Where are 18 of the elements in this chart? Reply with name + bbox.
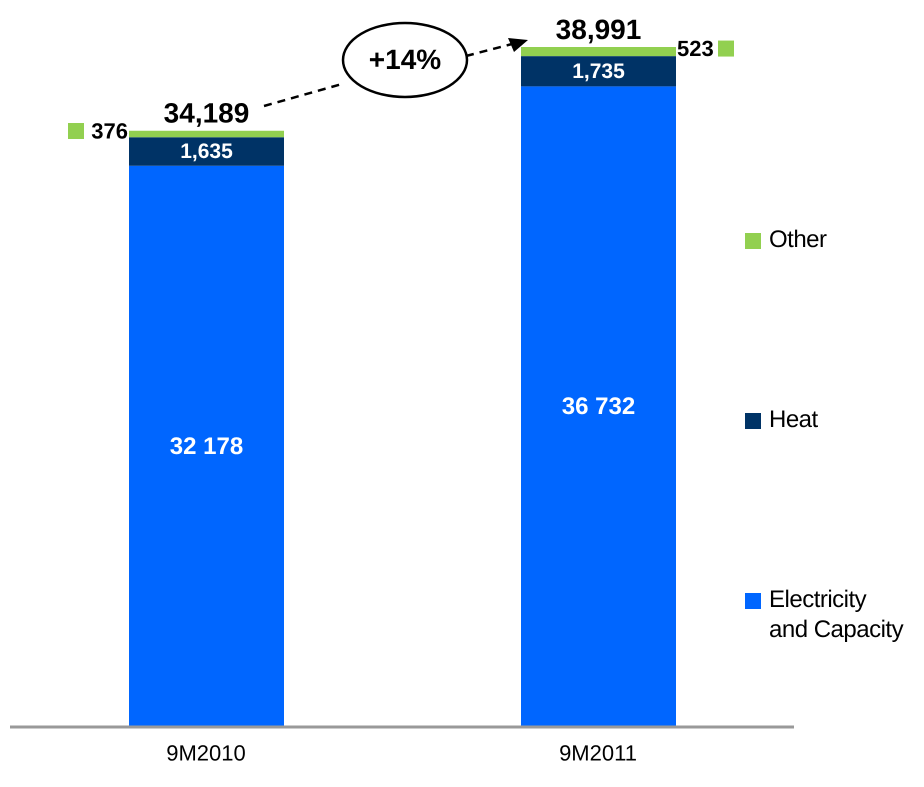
legend-label: Heat <box>769 405 818 435</box>
legend-label: Electricity and Capacity <box>769 585 904 645</box>
data-label: 523 <box>677 36 714 62</box>
data-label: 1,635 <box>180 140 234 164</box>
x-tick-label: 9M2010 <box>166 740 246 766</box>
x-tick-label: 9M2011 <box>559 740 637 766</box>
data-label: 32 178 <box>170 432 244 460</box>
data-label: 376 <box>91 118 128 144</box>
bar <box>129 137 284 166</box>
legend-label: Other <box>769 225 827 255</box>
data-label: 1,735 <box>572 60 626 83</box>
bar <box>129 130 284 138</box>
data-label: 36 732 <box>562 393 636 420</box>
bar <box>521 56 676 86</box>
bar <box>129 166 284 727</box>
total-label: 34,189 <box>164 98 250 129</box>
total-label: 38,991 <box>556 14 642 45</box>
bar <box>521 86 676 727</box>
